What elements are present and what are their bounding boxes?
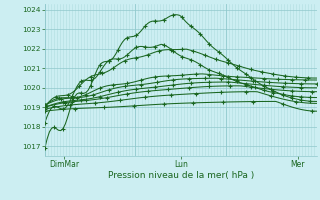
X-axis label: Pression niveau de la mer( hPa ): Pression niveau de la mer( hPa ) [108,171,254,180]
